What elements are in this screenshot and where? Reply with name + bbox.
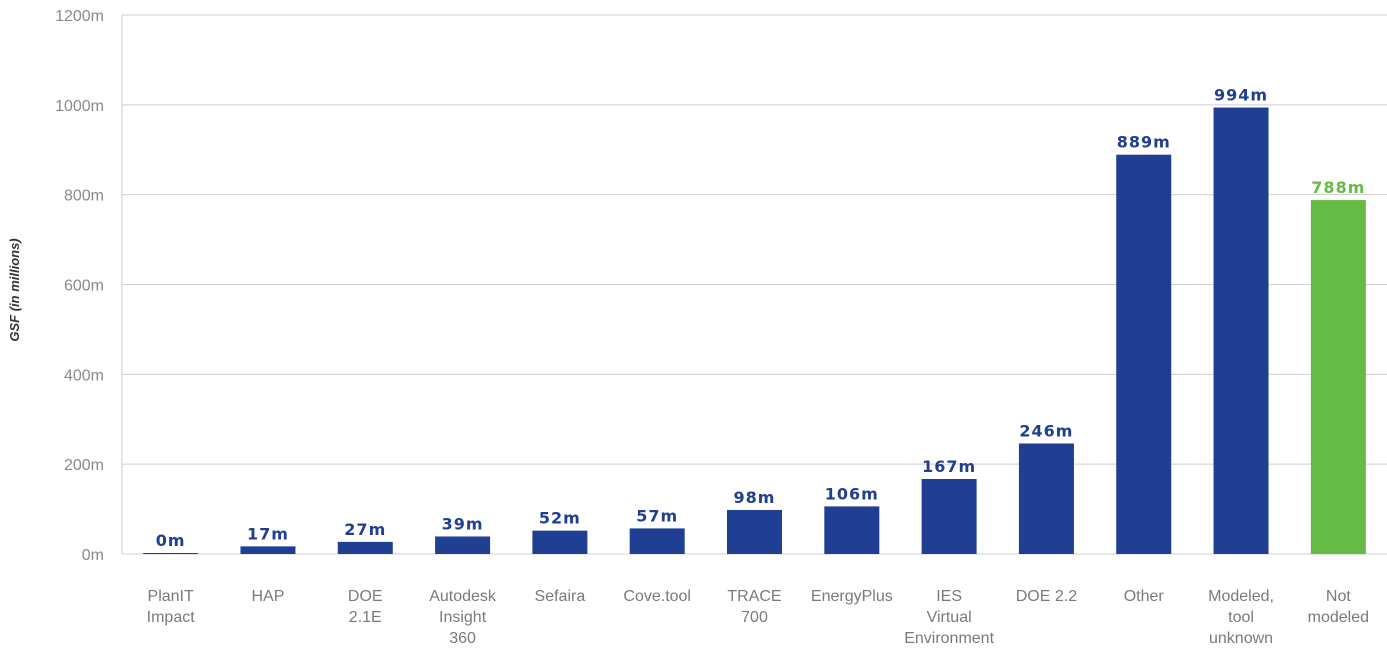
y-axis-ticks: 0m 200m 400m 600m 800m 1000m 1200m bbox=[55, 8, 104, 564]
bar bbox=[1018, 443, 1074, 554]
bar-value-label: 98m bbox=[734, 488, 776, 507]
y-tick-label: 1200m bbox=[55, 8, 104, 25]
bar bbox=[337, 541, 393, 554]
bar-value-label: 889m bbox=[1117, 133, 1171, 152]
y-tick-label: 600m bbox=[64, 278, 104, 295]
y-tick-label: 800m bbox=[64, 188, 104, 205]
category-label: Other bbox=[1124, 588, 1165, 605]
bar bbox=[435, 536, 491, 554]
y-axis-label: GSF (in millions) bbox=[7, 238, 22, 341]
y-tick-label: 0m bbox=[82, 547, 104, 564]
category-label: EnergyPlus bbox=[811, 588, 893, 605]
bar-value-label: 52m bbox=[539, 509, 581, 528]
category-label: IES Virtual Environment bbox=[904, 588, 994, 647]
bar-value-label: 167m bbox=[922, 457, 976, 476]
y-tick-label: 1000m bbox=[55, 98, 104, 115]
bar bbox=[143, 553, 199, 554]
bar bbox=[629, 528, 685, 554]
category-label: DOE 2.2 bbox=[1016, 588, 1077, 605]
category-label: Modeled, tool unknown bbox=[1208, 588, 1274, 647]
bar bbox=[532, 530, 588, 554]
bar-value-label: 246m bbox=[1019, 422, 1073, 441]
category-label: Autodesk Insight 360 bbox=[429, 588, 497, 647]
category-label: PlanIT Impact bbox=[147, 588, 196, 626]
bar bbox=[1310, 200, 1366, 554]
bar-value-label: 27m bbox=[344, 520, 386, 539]
category-label: TRACE 700 bbox=[727, 588, 781, 626]
category-label: DOE 2.1E bbox=[348, 588, 383, 626]
bar bbox=[1213, 107, 1269, 555]
value-labels: 0m 17m 27m 39m 52m 57m 98m 106m 167m 246m 889m 994m… bbox=[156, 86, 1365, 550]
bar-value-label: 994m bbox=[1214, 86, 1268, 105]
bar-value-label: 39m bbox=[442, 514, 484, 533]
x-axis-labels: PlanIT Impact HAP DOE 2.1E Autodesk Insight 360… bbox=[147, 588, 1369, 647]
gridlines bbox=[121, 14, 1387, 555]
y-tick-label: 400m bbox=[64, 367, 104, 384]
category-label: Cove.tool bbox=[623, 588, 691, 605]
bar bbox=[1116, 154, 1172, 554]
bar-value-label: 0m bbox=[156, 531, 186, 550]
category-label: HAP bbox=[252, 588, 285, 605]
category-label: Sefaira bbox=[535, 588, 586, 605]
bar bbox=[727, 509, 782, 554]
y-tick-label: 200m bbox=[64, 457, 104, 474]
bar-value-label: 57m bbox=[636, 506, 678, 525]
bar bbox=[240, 546, 296, 554]
bar-value-label: 788m bbox=[1311, 178, 1365, 197]
bar-value-label: 17m bbox=[247, 524, 289, 543]
category-label: Not modeled bbox=[1308, 588, 1369, 626]
bars bbox=[143, 107, 1366, 555]
bar bbox=[921, 478, 977, 554]
bar bbox=[824, 506, 880, 554]
bar-value-label: 106m bbox=[825, 484, 879, 503]
